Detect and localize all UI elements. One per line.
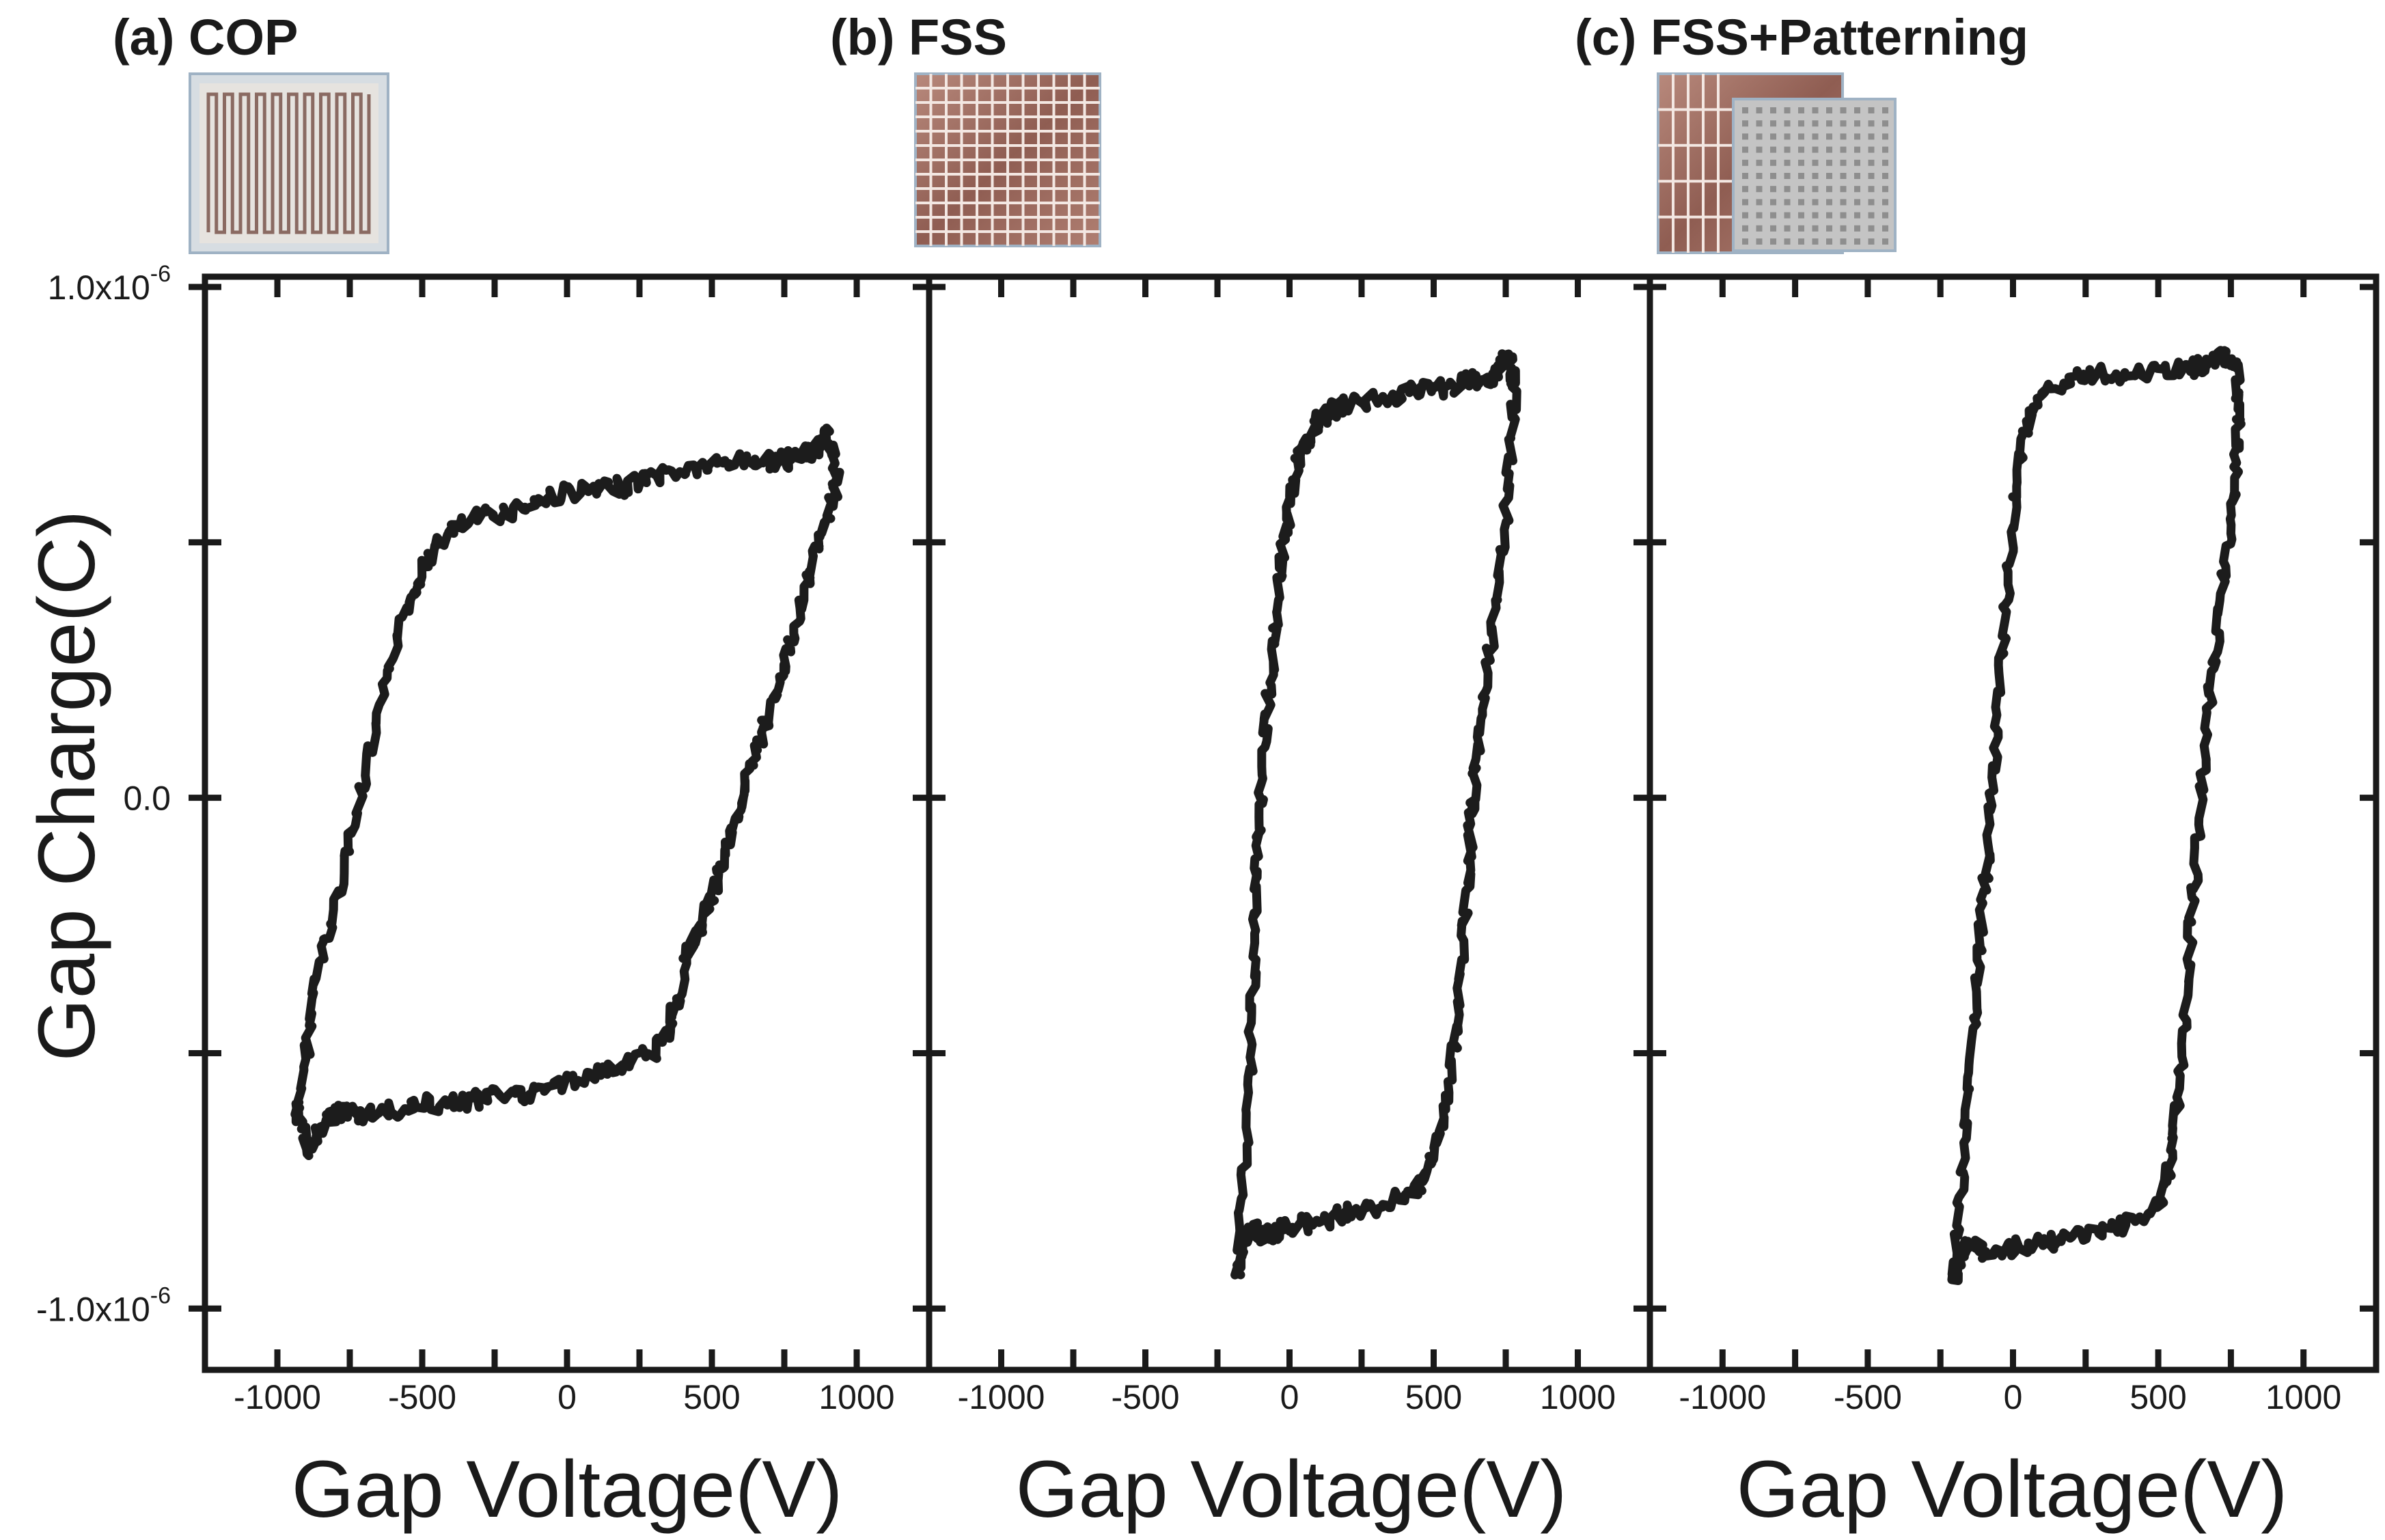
x-tick-label: 500 xyxy=(2129,1378,2186,1416)
x-tick-label: -1000 xyxy=(234,1378,321,1416)
grid-electrode-image xyxy=(914,72,1101,247)
x-tick-label: 0 xyxy=(2004,1378,2023,1416)
x-tick-label: 500 xyxy=(683,1378,740,1416)
x-tick-label: -1000 xyxy=(958,1378,1045,1416)
y-tick-label: 1.0x10-6 xyxy=(48,261,171,307)
data-series xyxy=(290,346,2246,1285)
panel-a-label: (a) COP xyxy=(113,9,298,66)
x-tick-label: 500 xyxy=(1405,1378,1462,1416)
serpentine-electrode-image xyxy=(189,72,389,254)
loop-series-c xyxy=(1947,346,2246,1285)
x-axis-title-a: Gap Voltage(V) xyxy=(292,1444,843,1535)
plot-border xyxy=(202,273,2380,1373)
x-axis-title-c: Gap Voltage(V) xyxy=(1737,1444,2288,1535)
x-tick-label: 0 xyxy=(557,1378,577,1416)
panel-b-label: (b) FSS xyxy=(830,9,1007,66)
x-tick-label: -500 xyxy=(1834,1378,1902,1416)
y-tick-label: -1.0x10-6 xyxy=(36,1282,171,1328)
x-axis-title-b: Gap Voltage(V) xyxy=(1016,1444,1567,1535)
y-tick-labels: 1.0x10-6 0.0 -1.0x10-6 xyxy=(36,261,171,1328)
x-tick-label: 0 xyxy=(1280,1378,1299,1416)
panel-c-label: (c) FSS+Patterning xyxy=(1575,9,2028,66)
axes-frame xyxy=(189,273,2380,1373)
patterned-electrode-image xyxy=(1657,72,1897,254)
x-tick-label: -1000 xyxy=(1679,1378,1766,1416)
x-tick-labels: -1000 -500 0 500 1000 -1000 -500 0 500 1000 -1000 -… xyxy=(234,1378,2341,1416)
x-tick-label: 1000 xyxy=(2265,1378,2341,1416)
x-tick-label: 1000 xyxy=(818,1378,894,1416)
loop-series-a xyxy=(290,424,844,1160)
loop-series-b xyxy=(1230,349,1521,1280)
x-tick-label: -500 xyxy=(388,1378,456,1416)
x-tick-label: 1000 xyxy=(1540,1378,1616,1416)
x-tick-label: -500 xyxy=(1111,1378,1179,1416)
y-tick-label: 0.0 xyxy=(123,780,171,818)
y-axis-title: Gap Charge(C) xyxy=(22,510,112,1062)
